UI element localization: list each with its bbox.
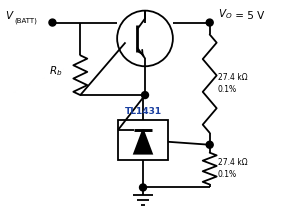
Polygon shape bbox=[134, 130, 152, 154]
Text: (BATT): (BATT) bbox=[15, 17, 38, 24]
Circle shape bbox=[49, 19, 56, 26]
Text: 27.4 kΩ
0.1%: 27.4 kΩ 0.1% bbox=[218, 158, 247, 179]
Text: TL1431: TL1431 bbox=[125, 107, 162, 116]
Text: $V_O$: $V_O$ bbox=[218, 7, 232, 21]
Bar bbox=[118, 120, 168, 160]
Text: $R_b$: $R_b$ bbox=[49, 64, 62, 78]
Circle shape bbox=[206, 19, 213, 26]
Circle shape bbox=[139, 184, 146, 191]
Circle shape bbox=[206, 141, 213, 148]
Text: $V$: $V$ bbox=[5, 9, 14, 21]
Circle shape bbox=[141, 92, 148, 99]
Text: = 5 V: = 5 V bbox=[232, 11, 264, 21]
Text: 27.4 kΩ
0.1%: 27.4 kΩ 0.1% bbox=[218, 73, 247, 94]
